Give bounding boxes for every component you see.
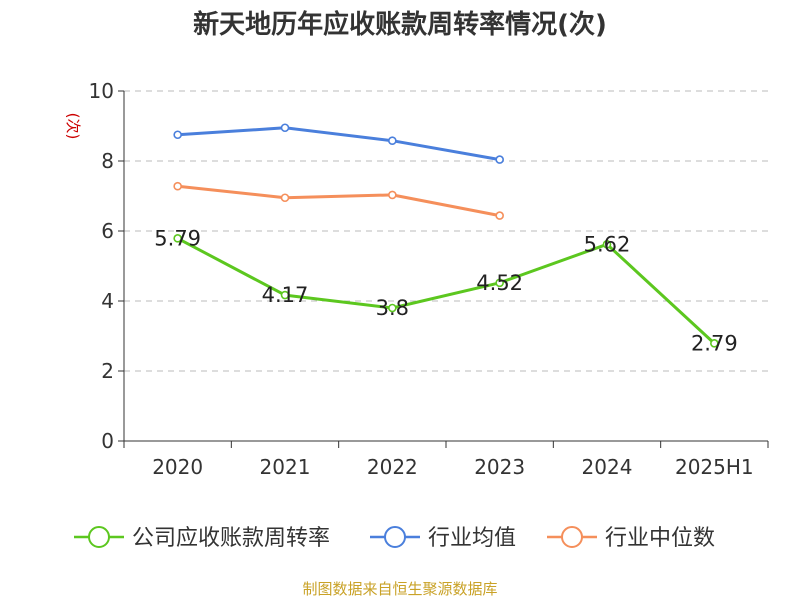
series-1-point-3 bbox=[495, 155, 504, 164]
series-line-0 bbox=[176, 237, 716, 345]
x-tick-label-5: 2025H1 bbox=[675, 455, 754, 479]
y-axis-unit-label: (次) bbox=[64, 113, 82, 140]
series-0-point-2 bbox=[388, 303, 397, 313]
x-tick-label-4: 2024 bbox=[582, 455, 633, 479]
legend-label-0: 公司应收账款周转率 bbox=[132, 526, 330, 551]
y-tick-label-0: 0 bbox=[101, 429, 114, 453]
x-tick-label-3: 2023 bbox=[474, 455, 525, 479]
y-tick-label-4: 8 bbox=[101, 149, 114, 173]
x-tick-label-1: 2021 bbox=[260, 455, 311, 479]
series-0-point-0 bbox=[173, 234, 182, 243]
series-group bbox=[173, 123, 719, 348]
legend-item-2: 行业中位数 bbox=[547, 526, 715, 551]
legend-label-2: 行业中位数 bbox=[605, 526, 715, 551]
data-labels: 5.79 4.17 3.8 4.52 5.62 2.79 bbox=[154, 226, 737, 355]
data-label-0-5: 2.79 bbox=[691, 331, 738, 355]
series-line-1 bbox=[177, 126, 500, 162]
series-2-point-3 bbox=[495, 211, 504, 220]
series-2-point-2 bbox=[388, 190, 397, 200]
y-tick-label-2: 4 bbox=[101, 289, 114, 313]
legend-swatch-marker-2 bbox=[561, 526, 583, 548]
series-0-point-1 bbox=[280, 290, 290, 300]
grid-lines bbox=[124, 90, 768, 372]
legend-item-1: 行业均值 bbox=[370, 526, 516, 551]
series-2-point-1 bbox=[280, 193, 290, 203]
series-0-point-5 bbox=[710, 339, 719, 348]
legend-swatch-marker-1 bbox=[384, 526, 406, 548]
series-line-2 bbox=[177, 184, 500, 218]
legend-swatch-marker-0 bbox=[88, 526, 110, 548]
series-0-point-4 bbox=[602, 240, 612, 249]
series-2-point-0 bbox=[173, 181, 182, 191]
data-label-0-0: 5.79 bbox=[154, 226, 201, 250]
source-note: 制图数据来自恒生聚源数据库 bbox=[302, 580, 498, 598]
legend-label-1: 行业均值 bbox=[428, 526, 516, 551]
data-label-0-2: 3.8 bbox=[376, 296, 409, 320]
data-label-0-3: 4.52 bbox=[476, 271, 523, 295]
x-tick-label-2: 2022 bbox=[367, 455, 418, 479]
series-1-point-1 bbox=[280, 123, 290, 133]
legend: 公司应收账款周转率 行业均值 行业中位数 bbox=[74, 526, 715, 551]
chart-title: 新天地历年应收账款周转率情况(次) bbox=[193, 10, 607, 40]
data-label-0-4: 5.62 bbox=[584, 232, 631, 256]
series-0-point-3 bbox=[495, 278, 504, 288]
y-tick-label-3: 6 bbox=[101, 219, 114, 243]
series-1-point-2 bbox=[388, 136, 397, 145]
y-tick-label-1: 2 bbox=[101, 359, 114, 383]
axes: 0 2 4 6 8 10 2020 2021 2022 2023 2024 2025H1 bbox=[89, 79, 769, 479]
y-tick-label-5: 10 bbox=[89, 79, 114, 103]
x-tick-label-0: 2020 bbox=[152, 455, 203, 479]
data-label-0-1: 4.17 bbox=[262, 283, 309, 307]
series-1-point-0 bbox=[173, 130, 182, 140]
legend-item-0: 公司应收账款周转率 bbox=[74, 526, 330, 551]
